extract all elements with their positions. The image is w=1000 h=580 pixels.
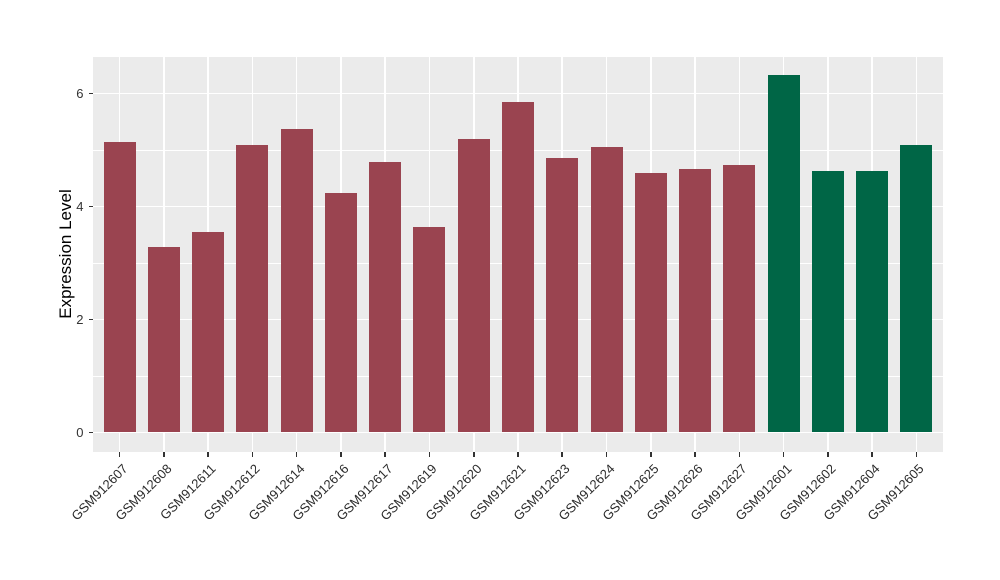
bar bbox=[723, 165, 756, 433]
y-tick-label: 6 bbox=[76, 85, 84, 101]
x-tick-mark bbox=[428, 452, 431, 457]
bar bbox=[457, 139, 490, 433]
bar bbox=[679, 169, 712, 433]
x-tick-mark bbox=[472, 452, 475, 457]
bar bbox=[192, 231, 225, 433]
y-tick-mark bbox=[88, 205, 93, 208]
x-tick-mark bbox=[163, 452, 165, 457]
x-tick-mark bbox=[207, 452, 209, 457]
x-tick-mark bbox=[738, 452, 741, 457]
bar bbox=[856, 170, 889, 433]
y-tick-label: 2 bbox=[76, 311, 84, 327]
y-tick-label: 0 bbox=[76, 424, 84, 440]
major-gridline bbox=[93, 92, 943, 95]
bar bbox=[413, 226, 446, 433]
x-tick-mark bbox=[605, 452, 608, 457]
y-tick-label: 4 bbox=[76, 198, 84, 214]
bar bbox=[324, 192, 357, 433]
bar bbox=[634, 173, 667, 433]
x-tick-mark bbox=[295, 452, 298, 457]
x-tick-mark bbox=[384, 452, 386, 457]
major-gridline bbox=[93, 431, 943, 434]
x-tick-mark bbox=[561, 452, 564, 457]
x-tick-mark bbox=[871, 452, 873, 457]
x-tick-mark bbox=[650, 452, 652, 457]
bar bbox=[103, 142, 136, 433]
x-tick-mark bbox=[782, 452, 785, 457]
bar bbox=[236, 144, 269, 433]
bar bbox=[280, 129, 313, 433]
bar bbox=[147, 246, 180, 433]
bar bbox=[811, 170, 844, 433]
bar bbox=[546, 158, 579, 433]
y-tick-mark bbox=[88, 318, 93, 321]
x-tick-mark bbox=[251, 452, 254, 457]
x-tick-mark bbox=[340, 452, 342, 457]
bar bbox=[502, 101, 534, 433]
x-tick-mark bbox=[517, 452, 519, 457]
bar bbox=[767, 74, 800, 433]
y-tick-mark bbox=[88, 92, 93, 95]
x-tick-mark bbox=[827, 452, 829, 457]
x-tick-mark bbox=[118, 452, 121, 457]
bar bbox=[369, 161, 402, 433]
x-tick-mark bbox=[694, 452, 696, 457]
plot-panel bbox=[93, 57, 943, 452]
y-tick-mark bbox=[88, 431, 93, 434]
bar bbox=[900, 144, 933, 433]
x-tick-mark bbox=[915, 452, 918, 457]
bar bbox=[590, 147, 623, 433]
